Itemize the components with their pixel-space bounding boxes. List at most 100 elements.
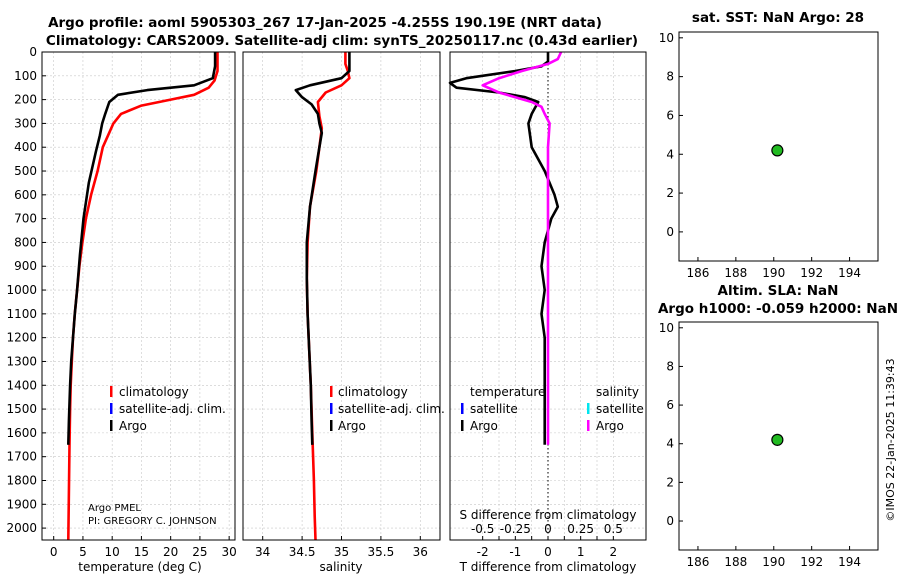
temp-legend-swatch-satellite: [110, 403, 113, 414]
sst-ytick-label: 2: [666, 186, 674, 200]
difference-legend: temperature satellite Argo salinity sate…: [461, 385, 644, 433]
temperature-tick-label: 0: [50, 545, 58, 559]
salinity-tick-label: 36: [413, 545, 428, 559]
sst-panel: sat. SST: NaN Argo: 28 0 2 4 6 8 10 186 188 190…: [659, 10, 879, 280]
temperature-panel: 0100200300400500600700800900100011001200…: [6, 45, 236, 574]
s-difference-xlabel: S difference from climatology: [460, 508, 637, 522]
s-difference-tick-label: 0.5: [604, 522, 623, 536]
sst-ytick-label: 4: [666, 147, 674, 161]
temperature-tick-label: 25: [192, 545, 207, 559]
salinity-xlabel: salinity: [319, 560, 362, 574]
sal-legend-satellite: satellite-adj. clim.: [338, 402, 445, 416]
diff-legend-swatch-sal-argo: [587, 420, 590, 431]
sst-title: sat. SST: NaN Argo: 28: [692, 10, 864, 26]
sla-panel: Altim. SLA: NaN Argo h1000: -0.059 h2000…: [658, 283, 898, 569]
salinity-tick-label: 35: [334, 545, 349, 559]
t-difference-tick-label: -2: [477, 545, 489, 559]
s-difference-tick-label: 0: [544, 522, 552, 536]
temperature-legend: climatology satellite-adj. clim. Argo: [110, 385, 226, 433]
sla-ytick-label: 0: [666, 514, 674, 528]
temp-legend-satellite: satellite-adj. clim.: [119, 402, 226, 416]
depth-tick-label: 300: [14, 116, 37, 130]
depth-tick-label: 1500: [6, 402, 37, 416]
figure-title-line1: Argo profile: aoml 5905303_267 17-Jan-20…: [48, 15, 602, 31]
temperature-tick-label: 20: [163, 545, 178, 559]
sla-data-point: [771, 433, 784, 446]
difference-series-temperature-argo: [448, 52, 560, 445]
depth-tick-label: 1700: [6, 450, 37, 464]
salinity-tick-label: 34.5: [289, 545, 316, 559]
temperature-tick-label: 30: [222, 545, 237, 559]
diff-legend-swatch-temp-satellite: [461, 403, 464, 414]
sst-xtick-label: 188: [724, 266, 747, 280]
diff-legend-temp-satellite: satellite: [470, 402, 518, 416]
s-difference-tick-label: -0.25: [500, 522, 531, 536]
sst-axes-frame: [678, 31, 879, 262]
sla-xtick-label: 188: [724, 555, 747, 569]
sla-ytick-label: 4: [666, 437, 674, 451]
sla-xtick-label: 194: [838, 555, 861, 569]
temperature-axes-frame: [41, 51, 236, 541]
depth-tick-label: 1000: [6, 283, 37, 297]
depth-tick-label: 1200: [6, 331, 37, 345]
sst-ytick-label: 0: [666, 225, 674, 239]
depth-tick-label: 1800: [6, 473, 37, 487]
temperature-series-argo: [67, 52, 217, 445]
depth-tick-label: 100: [14, 69, 37, 83]
sst-xtick-label: 194: [838, 266, 861, 280]
depth-tick-label: 500: [14, 164, 37, 178]
s-difference-tick-label: 0.25: [567, 522, 594, 536]
sst-data-point: [771, 144, 784, 157]
salinity-series-argo: [294, 52, 351, 445]
depth-tick-label: 2000: [6, 521, 37, 535]
sal-legend-swatch-climatology: [330, 386, 333, 397]
sla-ytick-label: 10: [659, 321, 674, 335]
depth-tick-label: 0: [29, 45, 37, 59]
diff-legend-sal-satellite: satellite: [596, 402, 644, 416]
depth-tick-label: 1900: [6, 497, 37, 511]
t-difference-tick-label: 0: [544, 545, 552, 559]
salinity-tick-label: 34: [255, 545, 270, 559]
sla-ytick-label: 2: [666, 475, 674, 489]
t-difference-tick-label: 2: [610, 545, 618, 559]
diff-legend-swatch-sal-satellite: [587, 403, 590, 414]
temperature-tick-label: 5: [79, 545, 87, 559]
depth-tick-label: 1400: [6, 378, 37, 392]
temp-legend-swatch-argo: [110, 420, 113, 431]
depth-tick-label: 900: [14, 259, 37, 273]
sst-ytick-label: 10: [659, 31, 674, 45]
diff-legend-swatch-temp-argo: [461, 420, 464, 431]
sla-xtick-label: 186: [686, 555, 709, 569]
diff-legend-salinity-title: salinity: [596, 385, 639, 399]
sla-title-line2: Argo h1000: -0.059 h2000: NaN: [658, 301, 898, 317]
figure-title-line2: Climatology: CARS2009. Satellite-adj cli…: [46, 33, 638, 49]
depth-tick-label: 800: [14, 235, 37, 249]
sla-ytick-label: 8: [666, 359, 674, 373]
difference-panel: -2 -1 0 1 2 -0.5 -0.25 0 0.25 0.5 S difference f…: [448, 51, 647, 574]
sla-title: Altim. SLA: NaN: [718, 283, 839, 299]
sla-axes-frame: [678, 321, 879, 551]
sal-legend-swatch-satellite: [330, 403, 333, 414]
depth-tick-label: 400: [14, 140, 37, 154]
temp-legend-argo: Argo: [119, 419, 147, 433]
sst-xtick-label: 186: [686, 266, 709, 280]
t-difference-tick-label: 1: [577, 545, 585, 559]
sal-legend-swatch-argo: [330, 420, 333, 431]
salinity-series-climatology: [305, 52, 351, 541]
sst-xtick-label: 190: [762, 266, 785, 280]
diff-legend-temperature-title: temperature: [470, 385, 545, 399]
temperature-series-climatology: [67, 52, 219, 541]
temperature-tick-label: 10: [105, 545, 120, 559]
sst-ytick-label: 6: [666, 108, 674, 122]
salinity-panel: 34 34.5 35 35.5 36 salinity climatology sate…: [242, 51, 445, 574]
s-difference-tick-label: -0.5: [471, 522, 494, 536]
salinity-legend: climatology satellite-adj. clim. Argo: [330, 385, 445, 433]
depth-tick-label: 600: [14, 188, 37, 202]
sla-ytick-label: 6: [666, 398, 674, 412]
sal-legend-argo: Argo: [338, 419, 366, 433]
sst-xtick-label: 192: [800, 266, 823, 280]
temp-legend-swatch-climatology: [110, 386, 113, 397]
difference-series-salinity-argo: [481, 51, 563, 445]
depth-tick-label: 1600: [6, 426, 37, 440]
